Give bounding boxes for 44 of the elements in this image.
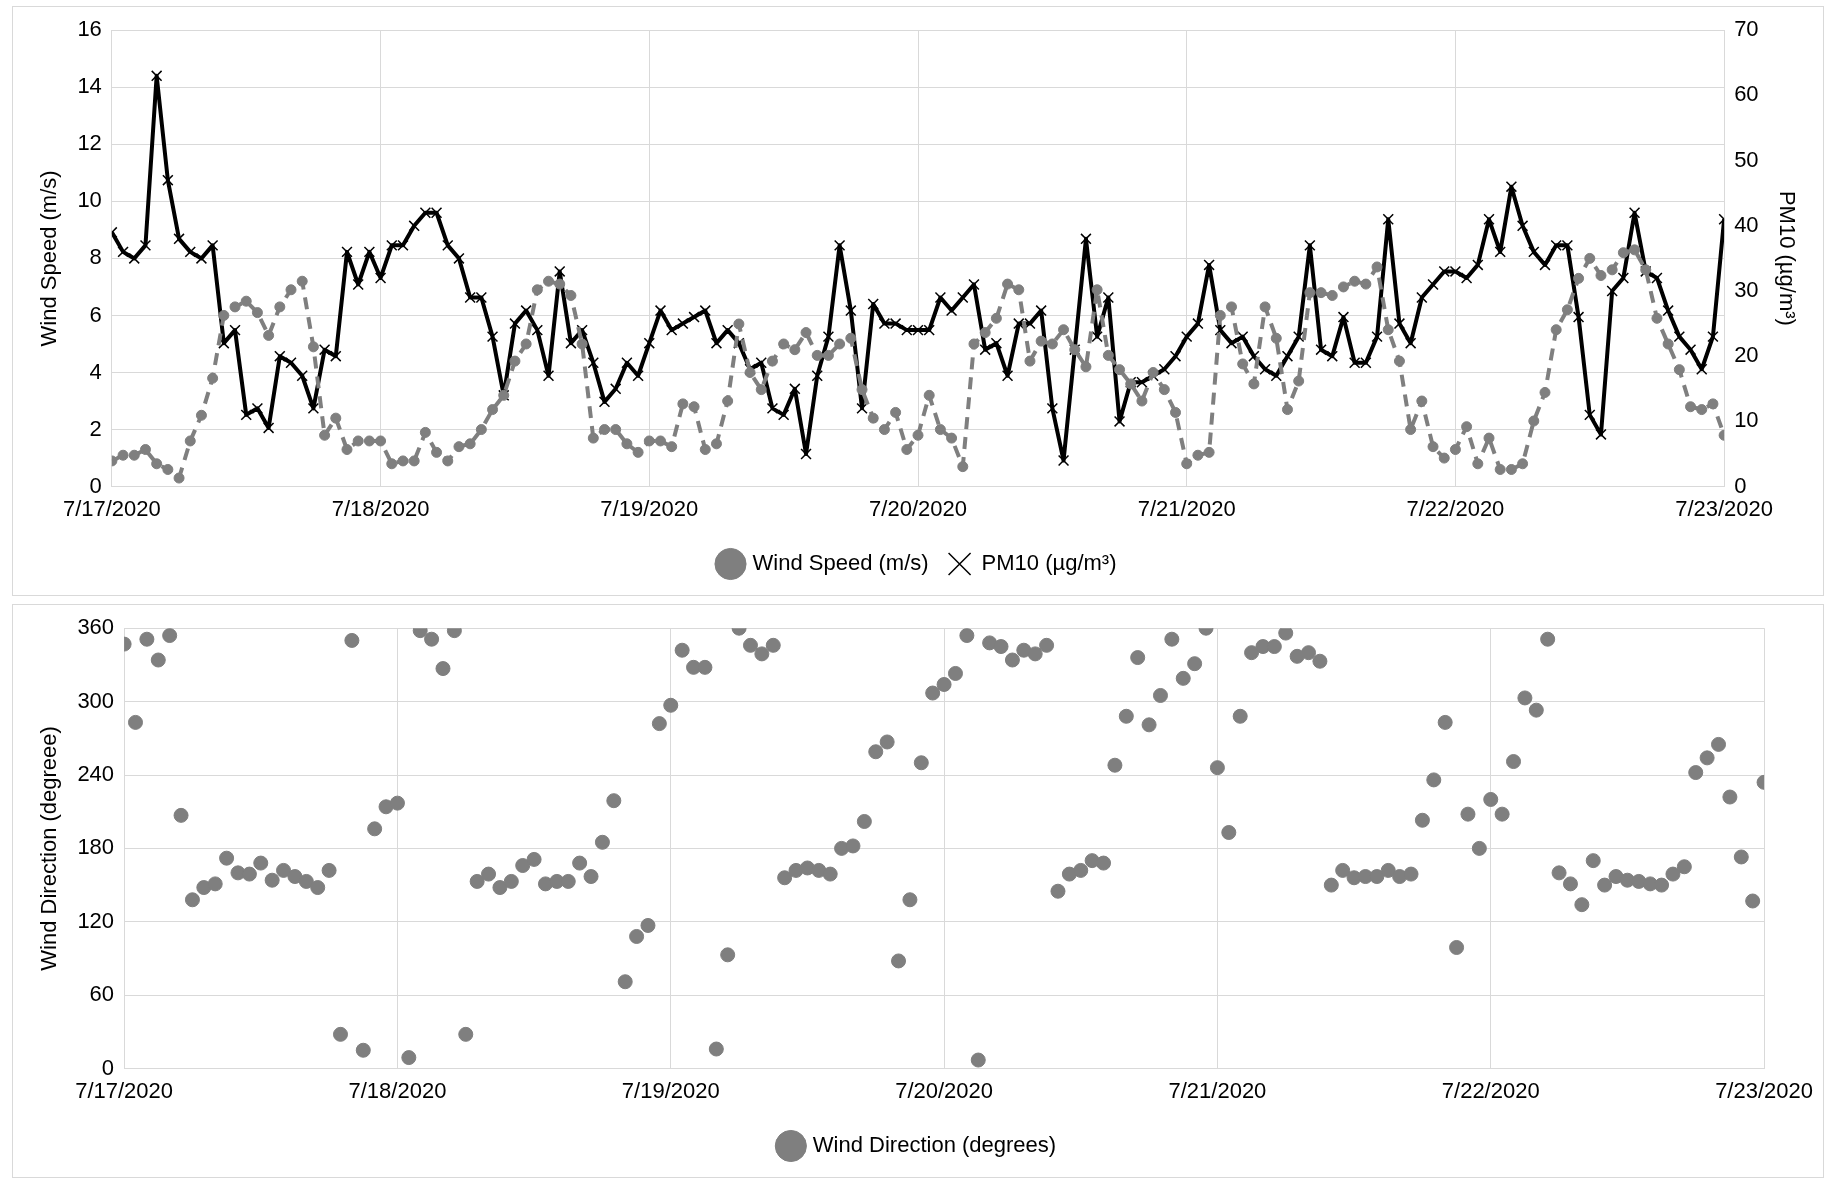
- y2-tick-label: 50: [1734, 146, 1759, 172]
- y2-tick-label: 70: [1734, 16, 1759, 42]
- x-tick-label: 7/23/2020: [1715, 1077, 1813, 1103]
- y-tick-label: 16: [77, 16, 102, 42]
- x-tick-label: 7/23/2020: [1675, 495, 1774, 521]
- y-tick-label: 180: [77, 834, 115, 860]
- y-axis-title: Wind Direction (degreee): [36, 726, 62, 971]
- y-tick-label: 60: [89, 981, 115, 1007]
- x-tick-label: 7/19/2020: [600, 495, 699, 521]
- y-tick-label: 4: [89, 358, 102, 384]
- y2-tick-label: 10: [1734, 407, 1759, 433]
- y-tick-label: 6: [89, 301, 102, 327]
- y-tick-label: 0: [101, 1054, 115, 1080]
- y-tick-label: 10: [77, 187, 102, 213]
- y-tick-label: 14: [77, 73, 102, 99]
- y-tick-label: 360: [77, 614, 115, 640]
- x-tick-label: 7/18/2020: [348, 1077, 447, 1103]
- y-tick-label: 8: [89, 244, 102, 270]
- y2-tick-label: 60: [1734, 81, 1759, 107]
- y2-axis-title: PM10 (µg/m³): [1774, 190, 1800, 326]
- y2-tick-label: 40: [1734, 211, 1759, 237]
- y2-tick-label: 0: [1734, 472, 1747, 498]
- x-tick-label: 7/18/2020: [331, 495, 430, 521]
- y-tick-label: 12: [77, 130, 102, 156]
- x-tick-label: 7/22/2020: [1406, 495, 1505, 521]
- legend-label: Wind Speed (m/s): [752, 550, 929, 576]
- x-tick-label: 7/17/2020: [62, 495, 161, 521]
- y2-tick-label: 30: [1734, 277, 1759, 303]
- y-tick-label: 120: [77, 907, 115, 933]
- x-tick-label: 7/21/2020: [1168, 1077, 1267, 1103]
- y-axis-title: Wind Speed (m/s): [36, 170, 62, 347]
- legend-label: PM10 (µg/m³): [981, 550, 1117, 576]
- y-tick-label: 240: [77, 761, 115, 787]
- x-tick-label: 7/22/2020: [1441, 1077, 1540, 1103]
- y-tick-label: 2: [89, 415, 102, 441]
- y2-tick-label: 20: [1734, 342, 1759, 368]
- x-tick-label: 7/21/2020: [1137, 495, 1236, 521]
- x-tick-label: 7/19/2020: [621, 1077, 720, 1103]
- legend-label: Wind Direction (degrees): [812, 1132, 1057, 1158]
- x-tick-label: 7/17/2020: [75, 1077, 174, 1103]
- x-tick-label: 7/20/2020: [895, 1077, 994, 1103]
- y-tick-label: 0: [89, 472, 102, 498]
- x-tick-label: 7/20/2020: [869, 495, 967, 521]
- y-tick-label: 300: [77, 687, 115, 713]
